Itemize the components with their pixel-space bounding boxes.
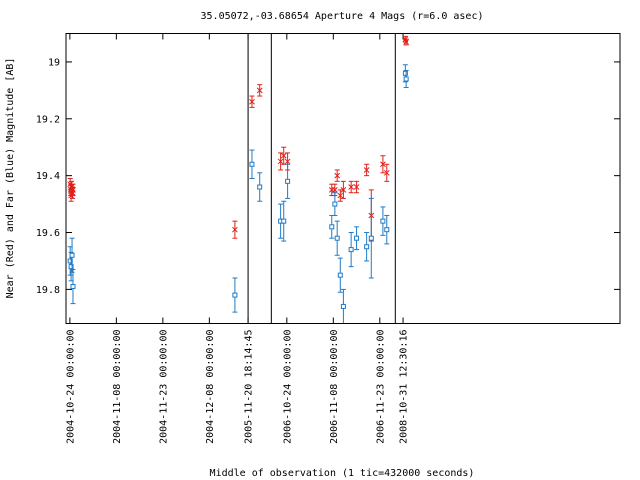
- x-axis-label: Middle of observation (1 tic=432000 seco…: [210, 468, 475, 479]
- data-point-far: [69, 252, 75, 258]
- data-point-near: [383, 169, 390, 176]
- data-point-near: [380, 161, 386, 168]
- data-point-near: [348, 184, 354, 190]
- y-tick-label: 19.4: [36, 171, 60, 182]
- data-point-far: [232, 292, 238, 298]
- x-tick-label: 2004-10-24 00:00:00: [65, 330, 76, 444]
- data-point-far: [348, 247, 354, 253]
- data-point-near: [256, 87, 263, 94]
- data-point-far: [384, 227, 390, 233]
- data-point-far: [364, 244, 370, 250]
- x-tick-label: 2006-10-24 00:00:00: [282, 330, 293, 444]
- data-point-near: [332, 187, 338, 193]
- data-point-far: [257, 184, 263, 190]
- data-point-far: [249, 161, 255, 167]
- y-tick-label: 19: [48, 57, 60, 68]
- data-point-near: [403, 39, 410, 45]
- data-point-near: [353, 184, 360, 190]
- data-point-far: [402, 70, 408, 76]
- data-point-far: [285, 178, 291, 184]
- data-point-far: [368, 235, 374, 241]
- y-tick-label: 19.6: [36, 228, 60, 239]
- data-point-near: [363, 167, 370, 173]
- data-point-near: [340, 187, 347, 193]
- data-point-near: [277, 158, 284, 165]
- x-tick-label: 2004-11-23 00:00:00: [158, 330, 169, 444]
- data-point-far: [403, 76, 409, 82]
- x-tick-label: 2006-11-23 00:00:00: [375, 330, 386, 444]
- x-tick-label: 2005-11-20 18:14:45: [244, 330, 255, 444]
- data-point-near: [232, 226, 238, 233]
- data-point-near: [70, 187, 76, 193]
- data-point-far: [337, 272, 343, 278]
- x-tick-label: 2008-10-31 12:30:16: [399, 330, 410, 444]
- data-point-far: [281, 218, 287, 224]
- data-point-far: [332, 201, 338, 207]
- data-point-far: [329, 224, 335, 230]
- plot-area: 19 19.2 19.4 19.6 19.8 2004-10-24 00:00:00 200…: [36, 33, 620, 444]
- y-tick-label: 19.8: [36, 285, 60, 296]
- data-point-near: [337, 192, 344, 199]
- data-point-far: [380, 218, 386, 224]
- chart-title: 35.05072,-03.68654 Aperture 4 Mags (r=6.…: [201, 11, 484, 22]
- y-tick-label: 19.2: [36, 114, 60, 125]
- data-point-far: [354, 235, 360, 241]
- data-point-near: [334, 172, 341, 179]
- data-point-far: [334, 235, 340, 241]
- y-axis-label: Near (Red) and Far (Blue) Magnitude [AB]: [5, 58, 16, 299]
- data-point-far: [340, 303, 346, 309]
- data-point-far: [68, 264, 74, 270]
- x-tick-label: 2006-11-08 00:00:00: [329, 330, 340, 444]
- data-point-far: [70, 284, 76, 290]
- data-point-near: [249, 98, 255, 105]
- x-tick-label: 2004-12-08 00:00:00: [205, 330, 216, 444]
- plot-frame: [65, 33, 621, 324]
- data-point-near: [280, 152, 287, 159]
- x-tick-label: 2004-11-08 00:00:00: [112, 330, 123, 444]
- data-point-near: [284, 158, 291, 165]
